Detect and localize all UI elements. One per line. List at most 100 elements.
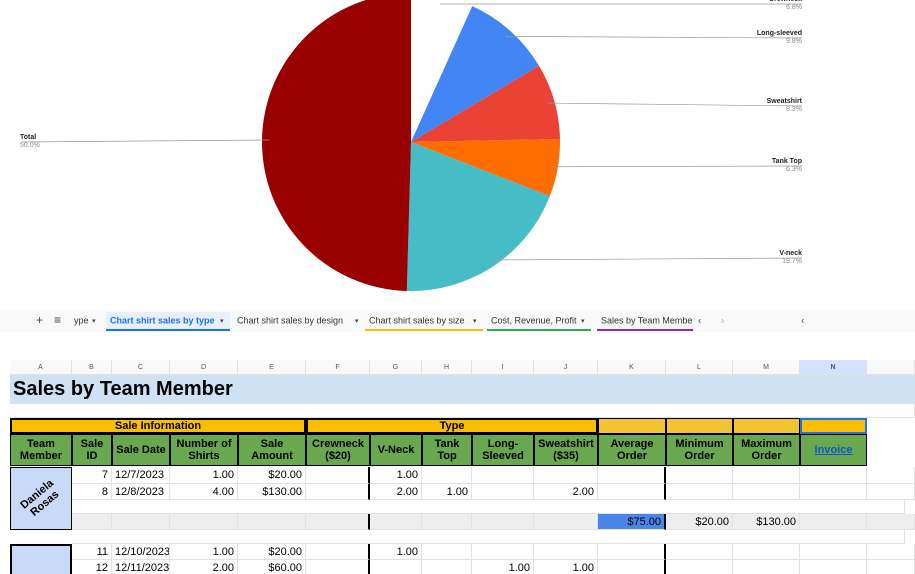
leader-line — [21, 139, 270, 143]
column-header: H — [422, 360, 472, 375]
sheet-tab[interactable]: Sales by Team Membe — [601, 315, 692, 325]
column-header: N — [800, 360, 867, 375]
column-header: F — [306, 360, 370, 375]
tab-menu: ▾ — [355, 318, 359, 325]
slice-label: Tank Top — [772, 158, 802, 165]
cell — [472, 514, 534, 530]
cell: 8 — [72, 484, 112, 500]
sheet-tab[interactable]: Cost, Revenue, Profit — [491, 315, 577, 325]
blank-row — [72, 530, 905, 544]
sheet-tab[interactable]: ype — [74, 315, 89, 325]
cell: 2.00 — [370, 484, 422, 500]
cell: $130.00 — [238, 484, 306, 500]
cell — [598, 544, 666, 560]
column-header: B — [72, 360, 112, 375]
cell — [598, 467, 666, 484]
column-header: D — [170, 360, 238, 375]
column-title: Sale Amount — [238, 434, 306, 466]
column-title: Sale ID — [72, 434, 112, 466]
scroll-left[interactable]: ‹ — [698, 316, 701, 327]
cell — [422, 514, 472, 530]
column-header: L — [666, 360, 733, 375]
header-fill — [800, 418, 867, 434]
cell — [238, 514, 306, 530]
cell: 1.00 — [170, 467, 238, 484]
cell: 12 — [72, 560, 112, 574]
tab-menu: ▾ — [473, 318, 477, 325]
slice-label: V-neck — [779, 250, 802, 257]
pie-slice — [411, 65, 560, 142]
slice-label: Sweatshirt — [767, 98, 803, 105]
sheet-tab[interactable]: Chart shirt sales by type — [110, 315, 215, 325]
tab-color — [487, 329, 591, 331]
tab-color — [365, 329, 483, 331]
pie-slice — [411, 0, 473, 142]
active-tab-bg — [106, 312, 230, 330]
cell — [306, 514, 370, 530]
cell: 11 — [72, 544, 112, 560]
cell: 7 — [72, 467, 112, 484]
column-title: V-Neck — [370, 434, 422, 466]
column-title: Team Member — [10, 434, 72, 466]
group-header: Sale Information — [10, 418, 306, 434]
cell — [598, 484, 666, 500]
slice-value: 9.8% — [786, 38, 802, 45]
cell — [306, 467, 370, 484]
cell: $75.00 — [598, 514, 666, 530]
cell — [534, 467, 598, 484]
tab-color — [106, 329, 230, 331]
blank-row — [72, 500, 905, 514]
slice-value: 8.3% — [786, 106, 802, 113]
slice-label: Long-sleeved — [757, 30, 802, 37]
cell: 1.00 — [370, 544, 422, 560]
pie-slice — [411, 6, 540, 142]
cell — [422, 544, 472, 560]
header-fill — [666, 418, 733, 434]
cell: $130.00 — [733, 514, 800, 530]
sheet-list[interactable]: ≡ — [54, 313, 61, 327]
column-header: I — [472, 360, 534, 375]
cell — [800, 484, 867, 500]
collapse[interactable]: ‹ — [801, 316, 804, 327]
cell — [733, 544, 800, 560]
cell — [472, 467, 534, 484]
cell — [733, 560, 800, 574]
header-fill — [598, 418, 666, 434]
cell: 1.00 — [534, 560, 598, 574]
cell — [534, 514, 598, 530]
cell — [534, 544, 598, 560]
add-sheet[interactable]: + — [36, 313, 43, 327]
column-header: M — [733, 360, 800, 375]
cell — [733, 484, 800, 500]
blank-row — [10, 404, 915, 418]
cell — [306, 484, 370, 500]
tab-menu: ▾ — [581, 318, 585, 325]
pie-slice — [262, 0, 411, 291]
cell: 1.00 — [422, 484, 472, 500]
sheet-tab[interactable]: Chart shirt sales by design — [237, 315, 343, 325]
sheet-tab[interactable]: Chart shirt sales by size — [369, 315, 465, 325]
slice-value: 19.7% — [782, 258, 802, 265]
cell — [72, 514, 112, 530]
team-member-name: Daniela Rosas — [18, 476, 62, 519]
cell: 2.00 — [534, 484, 598, 500]
scroll-right[interactable]: › — [721, 316, 724, 327]
cell — [666, 544, 733, 560]
cell: 1.00 — [370, 467, 422, 484]
pie-slice — [406, 142, 550, 291]
cell — [666, 560, 733, 574]
cell — [170, 514, 238, 530]
slice-value: 6.3% — [786, 166, 802, 173]
slice-value: 6.8% — [786, 4, 802, 11]
cell — [666, 484, 733, 500]
cell — [472, 484, 534, 500]
column-title[interactable]: Invoice — [800, 434, 867, 466]
cell: 2.00 — [170, 560, 238, 574]
column-title: Average Order — [598, 434, 666, 466]
cell — [800, 560, 867, 574]
cell — [867, 544, 915, 560]
cell — [867, 484, 915, 500]
cell — [867, 514, 915, 530]
column-header: E — [238, 360, 306, 375]
